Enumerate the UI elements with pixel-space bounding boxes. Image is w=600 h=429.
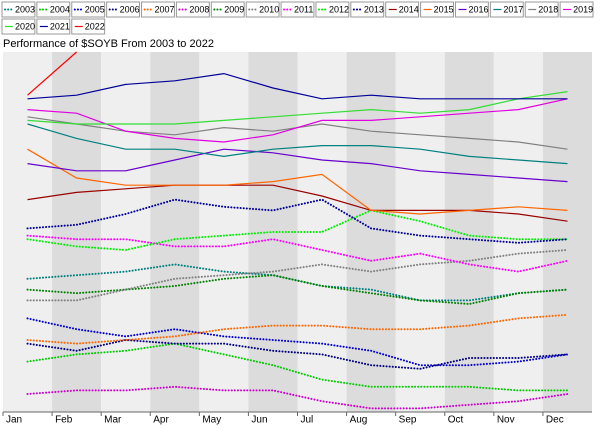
series-line: [27, 51, 77, 96]
series-line: [26, 338, 569, 370]
series-line: [27, 148, 568, 215]
legend-box: [36, 1, 71, 18]
legend-box: [524, 1, 559, 18]
x-tick-label: Aug: [350, 415, 368, 426]
legend-label: 2021: [50, 21, 70, 31]
series-line: [27, 148, 568, 183]
legend-label: 2009: [224, 4, 244, 14]
legend-label: 2006: [120, 4, 140, 14]
legend-label: 2022: [85, 21, 105, 31]
series-line: [27, 72, 568, 100]
legend-box: [385, 1, 420, 18]
series-line: [26, 317, 569, 367]
x-tick-label: Jan: [6, 415, 22, 426]
legend-label: 2016: [468, 4, 488, 14]
legend-label: 2011: [294, 4, 313, 14]
month-band: [101, 52, 151, 412]
month-band: [52, 52, 102, 412]
legend-box: [420, 1, 454, 18]
month-band: [395, 52, 445, 412]
legend-box: [489, 1, 524, 18]
legend-box: [1, 18, 36, 35]
legend-box: [36, 18, 71, 35]
legend-box: [245, 1, 280, 18]
x-tick-label: Jun: [251, 415, 267, 426]
legend-box: [71, 18, 106, 35]
legend-label: 2008: [189, 4, 209, 14]
month-band: [3, 52, 53, 412]
legend-box: [454, 1, 489, 18]
legend-label: 2015: [434, 4, 454, 14]
legend-label: 2004: [50, 4, 70, 14]
series-line: [26, 209, 569, 252]
x-tick-label: Mar: [104, 415, 122, 426]
legend-box: [71, 1, 106, 18]
legend-box: [175, 1, 210, 18]
legend-label: 2005: [85, 4, 105, 14]
legend-label: 2020: [15, 21, 35, 31]
legend-label: 2017: [503, 4, 523, 14]
legend-label: 2007: [155, 4, 175, 14]
legend-label: 2014: [399, 4, 419, 14]
x-tick-label: Nov: [497, 415, 515, 426]
legend-box: [280, 1, 315, 18]
legend-label: 2019: [573, 4, 593, 14]
legend-box: [315, 1, 350, 18]
series-line: [26, 385, 569, 410]
x-tick-label: Sep: [399, 415, 417, 426]
series-line: [26, 313, 569, 345]
month-band: [199, 52, 249, 412]
month-band: [493, 52, 543, 412]
x-tick-label: Feb: [55, 415, 73, 426]
legend-box: [559, 1, 594, 18]
legend-box: [210, 1, 245, 18]
series-line: [26, 249, 569, 302]
legend-box: [1, 1, 36, 18]
x-tick-label: Oct: [448, 415, 464, 426]
series-line: [27, 184, 568, 222]
x-tick-label: May: [202, 415, 221, 426]
legend-box: [141, 1, 175, 18]
legend-label: 2018: [538, 4, 558, 14]
x-tick-label: Dec: [546, 415, 564, 426]
chart-title: Performance of $SOYB From 2003 to 2022: [3, 38, 214, 50]
x-tick-label: Jul: [301, 415, 314, 426]
series-line: [26, 234, 569, 273]
series-line: [26, 274, 569, 306]
series-line: [27, 91, 568, 125]
series-line: [26, 263, 569, 302]
month-band: [542, 52, 592, 412]
x-tick-label: Apr: [153, 415, 169, 426]
legend-label: 2003: [15, 4, 35, 14]
legend-box: [106, 1, 141, 18]
series-line: [27, 98, 568, 143]
series-line: [26, 342, 569, 392]
legend-box: [350, 1, 385, 18]
legend-label: 2013: [364, 4, 384, 14]
legend-label: 2012: [329, 4, 349, 14]
month-band: [346, 52, 396, 412]
series-line: [27, 123, 568, 165]
legend-label: 2010: [259, 4, 279, 14]
month-band: [150, 52, 200, 412]
